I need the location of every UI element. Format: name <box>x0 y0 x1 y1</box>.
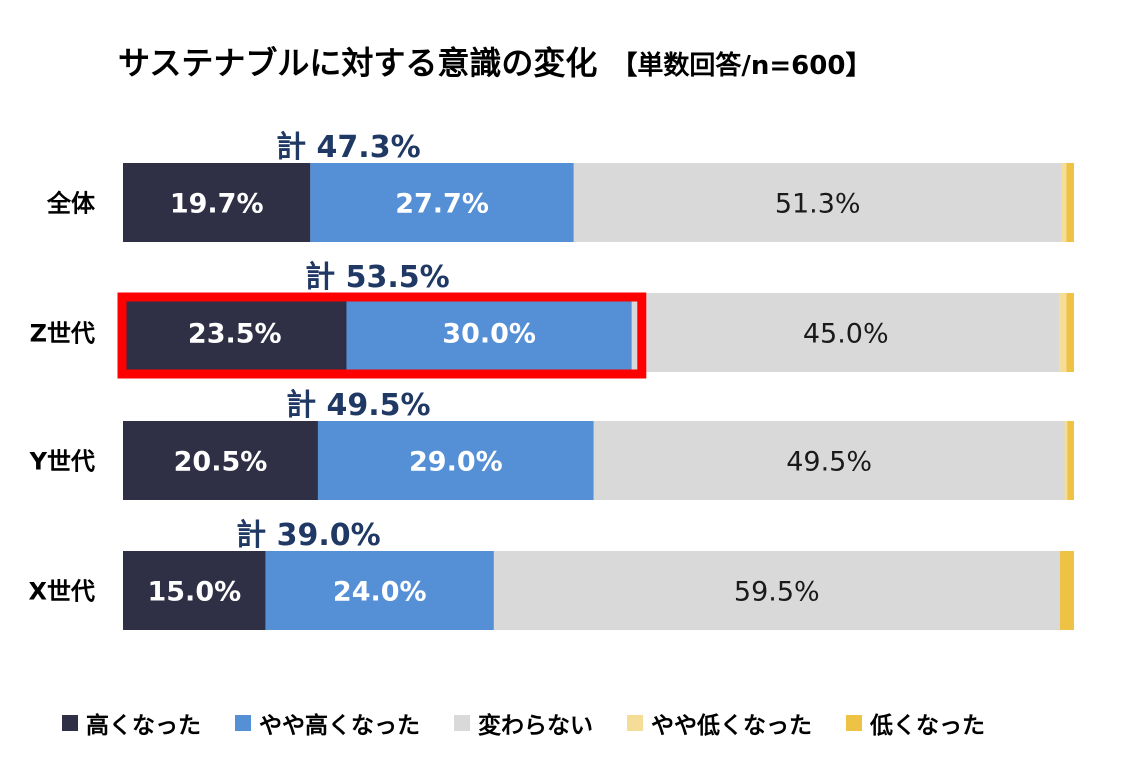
bar-segment <box>493 551 1060 630</box>
legend-swatch <box>846 715 862 731</box>
bar-segment <box>1059 293 1067 372</box>
legend-item: 高くなった <box>62 706 201 740</box>
bar-segment <box>123 163 311 242</box>
legend-swatch <box>627 715 643 731</box>
category-label: Z世代 <box>30 320 95 348</box>
bar-segment <box>123 421 318 500</box>
chart-legend: 高くなった やや高くなった 変わらない やや低くなった 低くなった <box>62 706 1019 740</box>
bar-segment <box>317 421 594 500</box>
bar-segment <box>265 551 494 630</box>
total-label: 計 47.3% <box>276 130 421 165</box>
data-label: 45.0% <box>803 319 889 350</box>
data-label: 49.5% <box>786 447 872 478</box>
legend-label: やや低くなった <box>651 713 812 739</box>
chart-title: サステナブルに対する意識の変化 【単数回答/n=600】 <box>118 38 871 84</box>
legend-label: 低くなった <box>870 713 985 739</box>
data-label: 15.0% <box>147 577 241 608</box>
data-label: 30.0% <box>442 319 536 350</box>
bar-segment <box>573 163 1062 242</box>
stacked-bar-chart: 全体 19.7% 27.7% 51.3% 計 47.3% Z世代 23.5% 30.0% 45.… <box>28 130 1074 630</box>
bar-segment <box>1067 421 1074 500</box>
bar-segment <box>1066 163 1074 242</box>
legend-swatch <box>454 715 470 731</box>
legend-item: やや低くなった <box>627 706 812 740</box>
category-label: Y世代 <box>29 448 95 476</box>
bar-segment <box>593 421 1065 500</box>
total-label: 計 53.5% <box>305 260 450 295</box>
total-label: 計 39.0% <box>236 518 381 553</box>
chart-subtitle: 【単数回答/n=600】 <box>611 51 872 81</box>
bar-segment <box>123 551 266 630</box>
legend-item: 低くなった <box>846 706 985 740</box>
data-label: 20.5% <box>174 447 268 478</box>
data-label: 23.5% <box>188 319 282 350</box>
highlight-box <box>117 292 647 379</box>
data-label: 59.5% <box>734 577 820 608</box>
category-label: 全体 <box>46 190 96 218</box>
bar-segment <box>1061 163 1067 242</box>
bar-segment <box>631 293 1060 372</box>
legend-label: 高くなった <box>86 713 201 739</box>
bar-segment <box>1064 421 1068 500</box>
bar-segment <box>310 163 574 242</box>
legend-label: 変わらない <box>478 713 593 739</box>
legend-item: 変わらない <box>454 706 593 740</box>
data-label: 29.0% <box>409 447 503 478</box>
chart-title-text: サステナブルに対する意識の変化 <box>118 44 598 82</box>
legend-swatch <box>235 715 251 731</box>
bar-segment <box>1059 551 1074 630</box>
data-label: 27.7% <box>395 189 489 220</box>
total-label: 計 49.5% <box>286 388 431 423</box>
category-label: X世代 <box>28 578 95 606</box>
bar-segment <box>1066 293 1074 372</box>
data-label: 19.7% <box>170 189 264 220</box>
bar-segment <box>346 293 632 372</box>
legend-label: やや高くなった <box>259 713 420 739</box>
data-label: 51.3% <box>775 189 861 220</box>
bar-segment <box>123 293 347 372</box>
data-label: 24.0% <box>333 577 427 608</box>
legend-swatch <box>62 715 78 731</box>
legend-item: やや高くなった <box>235 706 420 740</box>
